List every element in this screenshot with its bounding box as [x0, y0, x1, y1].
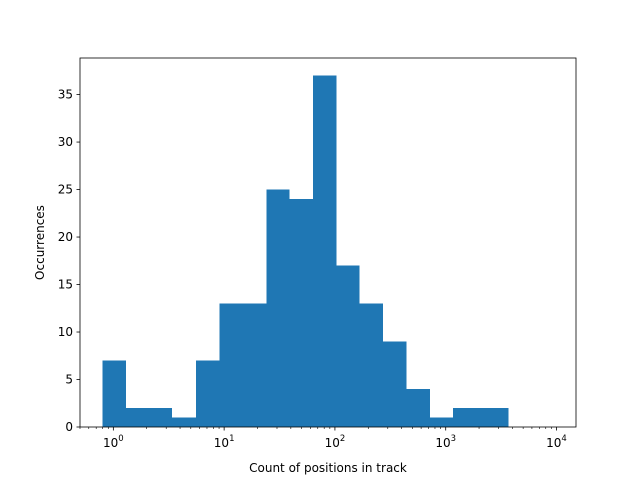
- histogram-bar-15: [453, 408, 477, 427]
- histogram-bar-0: [102, 360, 126, 427]
- y-tick-label-3: 15: [58, 278, 73, 292]
- x-tick-label-3: 103: [435, 434, 456, 450]
- x-axis-ticks: 100 101 102 103 104: [79, 427, 567, 450]
- histogram-bar-13: [406, 389, 430, 427]
- histogram-bar-3: [172, 417, 197, 427]
- histogram-bar-5: [219, 303, 243, 427]
- histogram-bar-9: [312, 75, 337, 428]
- histogram-bar-7: [266, 189, 290, 427]
- y-tick-label-7: 35: [58, 88, 73, 102]
- histogram-bar-11: [359, 303, 384, 427]
- y-tick-label-6: 30: [58, 135, 73, 149]
- x-tick-label-4: 104: [546, 434, 567, 450]
- x-tick-label-0: 100: [103, 434, 124, 450]
- x-axis-label: Count of positions in track: [249, 461, 407, 475]
- histogram-bar-6: [242, 303, 267, 427]
- histogram-bar-2: [149, 408, 173, 427]
- y-tick-label-1: 5: [65, 373, 73, 387]
- histogram-bar-1: [125, 408, 150, 427]
- histogram-bars: [102, 75, 509, 428]
- x-tick-label-2: 102: [325, 434, 346, 450]
- histogram-bar-4: [196, 360, 220, 427]
- histogram-bar-10: [336, 265, 360, 427]
- y-axis-label: Occurrences: [33, 205, 47, 280]
- y-tick-label-2: 10: [58, 325, 73, 339]
- y-axis-ticks: 0 5 10 15 20 25 30 35: [58, 88, 80, 434]
- y-tick-label-4: 20: [58, 230, 73, 244]
- plot-frame: [79, 57, 577, 428]
- histogram-bar-12: [383, 341, 407, 427]
- histogram-bar-16: [476, 408, 509, 427]
- y-tick-label-5: 25: [58, 183, 73, 197]
- y-tick-label-0: 0: [65, 420, 73, 434]
- histogram-bar-14: [429, 417, 454, 427]
- histogram-bar-8: [289, 199, 313, 427]
- x-tick-label-1: 101: [214, 434, 235, 450]
